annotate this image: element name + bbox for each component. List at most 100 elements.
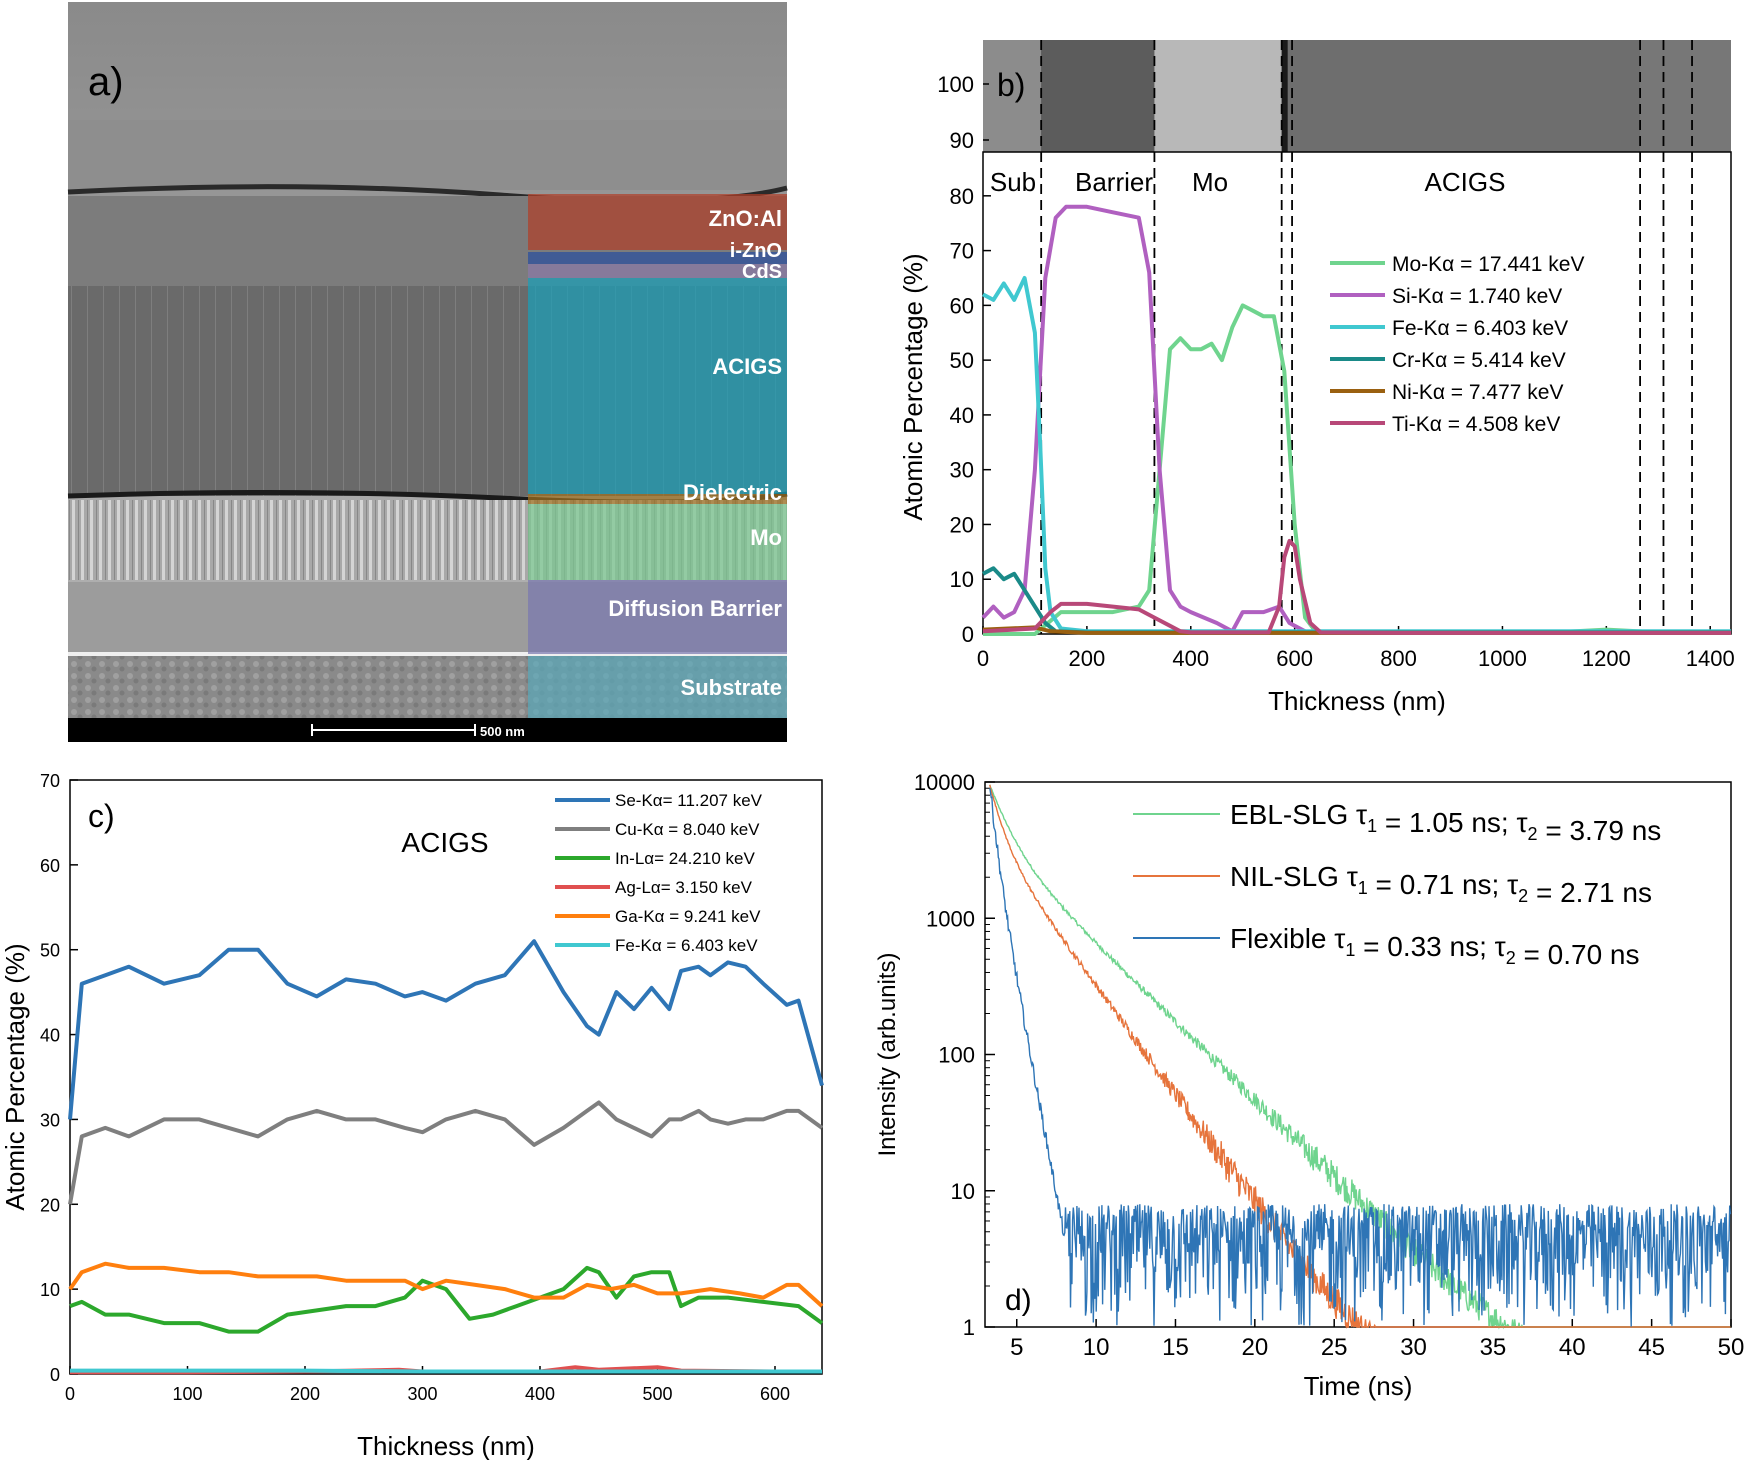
legend-entry-4: Ni-Kα = 7.477 keV <box>1392 381 1563 404</box>
layer-label-cds: CdS <box>742 261 782 283</box>
x-tick-label-5: 5 <box>1010 1334 1023 1361</box>
image-strip-interface <box>1281 40 1288 152</box>
y-axis-label: Intensity (arb.units) <box>874 952 901 1156</box>
x-tick-label-50: 50 <box>1718 1334 1745 1361</box>
x-tick-label-800: 800 <box>1380 646 1417 671</box>
x-tick-label-200: 200 <box>1069 646 1106 671</box>
legend-entry-0: EBL-SLG τ1 = 1.05 ns; τ2 = 3.79 ns <box>1230 799 1661 846</box>
legend-entry-2: Flexible τ1 = 0.33 ns; τ2 = 0.70 ns <box>1230 923 1640 970</box>
legend-entry-3: Cr-Kα = 5.414 keV <box>1392 349 1566 372</box>
y-tick-label-100: 100 <box>938 1043 975 1068</box>
y-tick-label-0: 0 <box>50 1365 60 1385</box>
legend-entry-1: Cu-Kα = 8.040 keV <box>615 820 760 839</box>
panel-b-image-strip: b) 90 100 <box>937 40 1731 153</box>
series-line-4 <box>68 1261 824 1308</box>
region-label-acigs: ACIGS <box>1425 167 1506 197</box>
panel-b-label: b) <box>997 67 1025 103</box>
series-line-0 <box>68 939 824 1120</box>
legend-entry-5: Ti-Kα = 4.508 keV <box>1392 413 1560 436</box>
y-tick-label-1: 1 <box>963 1315 975 1340</box>
y-tick-label-60: 60 <box>950 293 974 318</box>
layer-band-dielectric <box>528 494 787 504</box>
sem-bright-line <box>68 652 787 656</box>
y-axis-label: Atomic Percentage (%) <box>0 943 30 1210</box>
layer-label-substrate: Substrate <box>681 675 782 700</box>
y-tick-label-50: 50 <box>40 941 60 961</box>
x-tick-label-400: 400 <box>525 1384 555 1404</box>
legend-entry-3: Ag-Lα= 3.150 keV <box>615 878 753 897</box>
plot-frame <box>69 779 823 1375</box>
series-line-5 <box>70 1368 822 1374</box>
y-tick-label-70: 70 <box>950 239 974 264</box>
panel-a-label: a) <box>88 60 124 104</box>
y-tick-label-10: 10 <box>951 1179 975 1204</box>
series-line-1 <box>68 1100 824 1205</box>
y-tick-label-0: 0 <box>962 622 974 647</box>
layer-label-i-zno: i-ZnO <box>730 240 782 262</box>
x-tick-label-20: 20 <box>1241 1334 1268 1361</box>
region-label-mo: Mo <box>1192 167 1228 197</box>
region-label-barrier: Barrier <box>1075 167 1153 197</box>
series-line-5 <box>982 538 1731 635</box>
layer-band-substrate <box>528 656 787 718</box>
x-tick-label-0: 0 <box>977 646 989 671</box>
layer-band-acigs <box>528 278 787 494</box>
x-axis-label: Time (ns) <box>1304 1371 1413 1401</box>
annotation-acigs: ACIGS <box>401 827 488 858</box>
image-strip-tick-100: 100 <box>937 72 974 97</box>
region-label-sub: Sub <box>990 167 1036 197</box>
layer-label-mo: Mo <box>750 525 782 550</box>
series-line-2 <box>982 276 1731 634</box>
sem-top-layer <box>68 120 787 190</box>
legend-entry-1: Si-Kα = 1.740 keV <box>1392 285 1562 308</box>
y-tick-label-10: 10 <box>950 567 974 592</box>
layer-band-diffusion-barrier <box>528 580 787 654</box>
x-tick-label-400: 400 <box>1172 646 1209 671</box>
legend-entry-0: Mo-Kα = 17.441 keV <box>1392 253 1585 276</box>
legend-entry-1: NIL-SLG τ1 = 0.71 ns; τ2 = 2.71 ns <box>1230 861 1652 908</box>
image-strip-mo <box>1154 40 1282 152</box>
panel-c-chart: 0 100 200 300 400 500 600 0 10 20 30 40 50 60 70 Thickn… <box>0 771 824 1460</box>
series-line-1 <box>989 784 1731 1329</box>
x-tick-label-1000: 1000 <box>1478 646 1527 671</box>
y-tick-label-20: 20 <box>40 1195 60 1215</box>
x-tick-label-10: 10 <box>1083 1334 1110 1361</box>
layer-label-zno-al: ZnO:Al <box>709 206 782 231</box>
y-tick-label-10000: 10000 <box>914 770 975 795</box>
layer-band-i-zno <box>528 252 787 264</box>
layer-label-acigs: ACIGS <box>712 354 782 379</box>
x-axis-label: Thickness (nm) <box>1268 686 1446 716</box>
x-tick-label-0: 0 <box>65 1384 75 1404</box>
x-tick-label-600: 600 <box>1276 646 1313 671</box>
legend-entry-2: Fe-Kα = 6.403 keV <box>1392 317 1568 340</box>
x-tick-label-600: 600 <box>760 1384 790 1404</box>
x-tick-label-200: 200 <box>290 1384 320 1404</box>
y-tick-label-70: 70 <box>40 771 60 791</box>
layer-label-dielectric: Dielectric <box>683 480 782 505</box>
x-tick-label-30: 30 <box>1400 1334 1427 1361</box>
y-tick-label-30: 30 <box>950 458 974 483</box>
x-tick-label-15: 15 <box>1162 1334 1189 1361</box>
image-strip-substrate <box>983 40 1042 152</box>
panel-c-label: c) <box>88 798 115 834</box>
series-line-0 <box>983 303 1731 636</box>
image-strip-window <box>1640 40 1731 152</box>
x-tick-label-100: 100 <box>172 1384 202 1404</box>
layer-band-zno-al <box>528 194 787 250</box>
x-tick-label-40: 40 <box>1559 1334 1586 1361</box>
panel-d-chart: 5 10 15 20 25 30 35 40 45 50 1 10 100 1000 10000 Time (… <box>874 770 1744 1401</box>
y-tick-label-60: 60 <box>40 856 60 876</box>
y-tick-label-40: 40 <box>40 1026 60 1046</box>
y-axis-label: Atomic Percentage (%) <box>898 253 928 520</box>
series-line-3 <box>982 566 1731 635</box>
y-tick-label-20: 20 <box>950 512 974 537</box>
legend-entry-0: Se-Kα= 11.207 keV <box>615 791 763 810</box>
y-tick-label-50: 50 <box>950 348 974 373</box>
x-axis-label: Thickness (nm) <box>357 1431 535 1460</box>
legend-entry-5: Fe-Kα = 6.403 keV <box>615 936 758 955</box>
y-tick-label-30: 30 <box>40 1110 60 1130</box>
